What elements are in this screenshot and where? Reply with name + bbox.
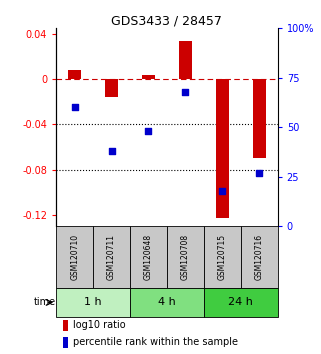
- Text: 1 h: 1 h: [84, 297, 102, 307]
- Bar: [63, 320, 68, 331]
- Point: [256, 170, 262, 176]
- Bar: [130, 288, 204, 316]
- Bar: [63, 337, 68, 348]
- Text: time: time: [34, 297, 56, 307]
- Bar: [142, 75, 155, 79]
- Bar: [105, 79, 118, 97]
- Text: GSM120715: GSM120715: [218, 234, 227, 280]
- Bar: [68, 70, 81, 79]
- Point: [109, 148, 114, 154]
- Text: log10 ratio: log10 ratio: [73, 320, 125, 330]
- Bar: [93, 226, 130, 288]
- Bar: [56, 226, 93, 288]
- Text: 4 h: 4 h: [158, 297, 176, 307]
- Bar: [241, 226, 278, 288]
- Bar: [179, 41, 192, 79]
- Point: [220, 188, 225, 193]
- Text: GSM120711: GSM120711: [107, 234, 116, 280]
- Text: GSM120708: GSM120708: [181, 234, 190, 280]
- Bar: [167, 226, 204, 288]
- Bar: [204, 288, 278, 316]
- Bar: [56, 288, 130, 316]
- Bar: [130, 226, 167, 288]
- Text: GSM120710: GSM120710: [70, 234, 79, 280]
- Text: percentile rank within the sample: percentile rank within the sample: [73, 337, 238, 347]
- Bar: [216, 79, 229, 218]
- Point: [146, 129, 151, 134]
- Point: [72, 105, 77, 110]
- Title: GDS3433 / 28457: GDS3433 / 28457: [111, 14, 222, 27]
- Text: GSM120716: GSM120716: [255, 234, 264, 280]
- Text: 24 h: 24 h: [228, 297, 253, 307]
- Point: [183, 89, 188, 95]
- Bar: [204, 226, 241, 288]
- Bar: [253, 79, 266, 158]
- Text: GSM120648: GSM120648: [144, 234, 153, 280]
